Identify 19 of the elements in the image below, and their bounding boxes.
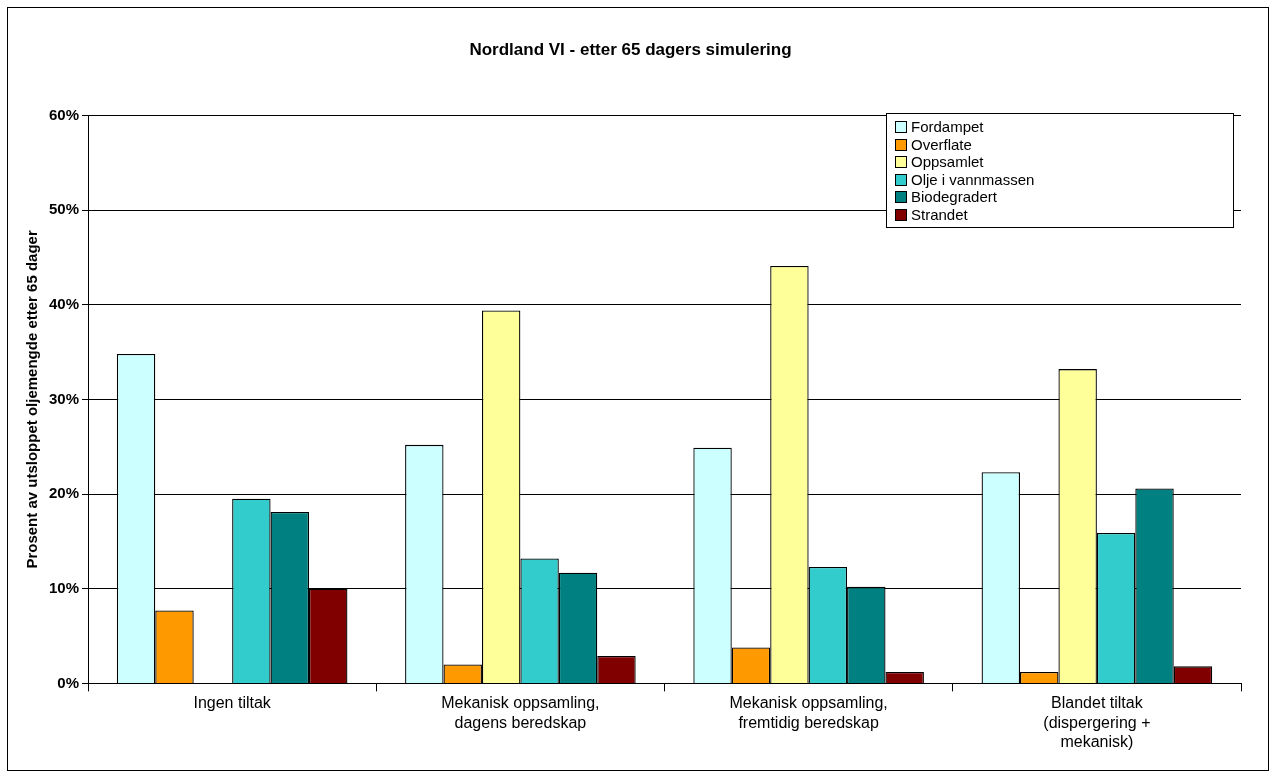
y-tick-label: 20% <box>48 484 80 502</box>
chart-title: Nordland VI - etter 65 dagers simulering <box>469 39 792 59</box>
y-tick-label: 0% <box>57 673 80 691</box>
x-tick-label: Blandet tiltak (dispergering + mekanisk) <box>1043 694 1151 750</box>
legend-label: Olje i vannmassen <box>911 170 1035 189</box>
legend-label: Biodegradert <box>911 188 997 206</box>
legend-label: Oppsamlet <box>911 153 984 171</box>
y-tick-label: 40% <box>48 294 80 312</box>
y-tick-label: 10% <box>48 578 80 596</box>
y-tick-label: 60% <box>48 105 80 123</box>
legend-label: Strandet <box>911 205 968 224</box>
y-axis-title: Prosent av utsloppet oljemengde etter 65 dager <box>23 230 41 569</box>
legend-label: Overflate <box>911 135 972 154</box>
legend-label: Fordampet <box>911 118 984 136</box>
x-tick-label: Ingen tiltak <box>193 694 272 712</box>
x-tick-label: Mekanisk oppsamling, fremtidig beredskap <box>729 694 888 731</box>
y-tick-label: 30% <box>48 389 80 407</box>
y-tick-label: 50% <box>48 200 80 218</box>
x-tick-label: Mekanisk oppsamling, dagens beredskap <box>441 694 600 731</box>
